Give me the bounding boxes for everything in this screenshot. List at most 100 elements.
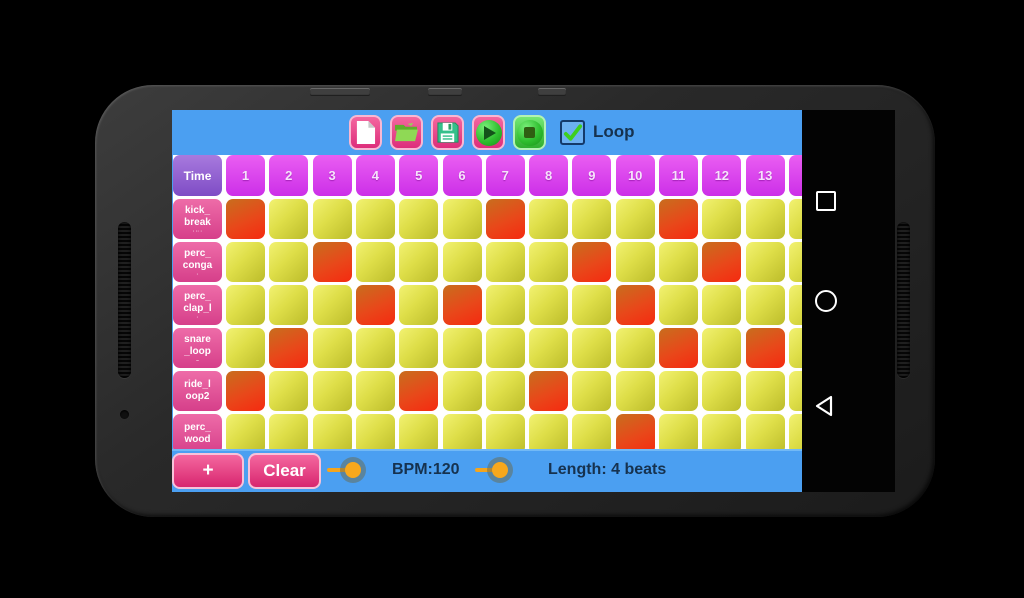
step-cell-active[interactable] — [659, 199, 698, 239]
step-cell-active[interactable] — [659, 328, 698, 368]
save-button[interactable] — [431, 115, 464, 150]
step-cell[interactable] — [399, 199, 439, 239]
step-cell-active[interactable] — [485, 199, 525, 239]
step-cell-active[interactable] — [745, 328, 785, 368]
step-cell[interactable] — [745, 371, 785, 411]
add-track-button[interactable]: + — [172, 453, 244, 489]
step-cell[interactable] — [226, 285, 265, 325]
step-cell[interactable] — [788, 328, 802, 368]
step-cell[interactable] — [442, 242, 482, 282]
step-cell-active[interactable] — [226, 199, 265, 239]
step-cell[interactable] — [226, 242, 265, 282]
step-cell-active[interactable] — [615, 414, 655, 454]
step-cell[interactable] — [529, 285, 569, 325]
step-cell[interactable] — [226, 414, 265, 454]
step-cell[interactable] — [312, 371, 352, 411]
step-cell[interactable] — [485, 285, 525, 325]
track-label[interactable]: snare _loop – — [173, 328, 222, 368]
step-cell[interactable] — [745, 242, 785, 282]
track-label[interactable]: perc_ wood — [173, 414, 222, 454]
step-cell[interactable] — [745, 414, 785, 454]
step-cell[interactable] — [702, 328, 742, 368]
step-cell[interactable] — [269, 414, 309, 454]
step-cell[interactable] — [312, 199, 352, 239]
step-cell[interactable] — [399, 328, 439, 368]
step-cell[interactable] — [399, 285, 439, 325]
step-cell[interactable] — [615, 242, 655, 282]
step-cell[interactable] — [615, 328, 655, 368]
step-cell[interactable] — [615, 371, 655, 411]
step-cell[interactable] — [399, 414, 439, 454]
step-cell[interactable] — [659, 285, 698, 325]
step-cell-active[interactable] — [226, 371, 265, 411]
step-cell[interactable] — [269, 242, 309, 282]
recents-square-icon[interactable] — [816, 191, 836, 211]
back-triangle-icon[interactable] — [811, 394, 837, 418]
step-cell[interactable] — [485, 328, 525, 368]
track-label[interactable]: perc_ conga · — [173, 242, 222, 282]
play-button[interactable] — [472, 115, 505, 150]
step-cell[interactable] — [529, 414, 569, 454]
step-cell[interactable] — [572, 285, 612, 325]
step-cell[interactable] — [788, 199, 802, 239]
step-cell-active[interactable] — [529, 371, 569, 411]
step-cell[interactable] — [312, 285, 352, 325]
step-cell-active[interactable] — [355, 285, 395, 325]
loop-checkbox[interactable] — [560, 120, 585, 145]
step-cell[interactable] — [702, 199, 742, 239]
step-cell[interactable] — [355, 371, 395, 411]
bpm-slider-thumb[interactable] — [345, 462, 361, 478]
stop-button[interactable] — [513, 115, 546, 150]
step-cell-active[interactable] — [615, 285, 655, 325]
step-cell[interactable] — [572, 199, 612, 239]
step-cell[interactable] — [659, 414, 698, 454]
step-cell[interactable] — [442, 328, 482, 368]
step-cell[interactable] — [355, 414, 395, 454]
step-cell[interactable] — [399, 242, 439, 282]
clear-button[interactable]: Clear — [248, 453, 321, 489]
step-cell-active[interactable] — [312, 242, 352, 282]
step-cell[interactable] — [355, 199, 395, 239]
step-cell-active[interactable] — [269, 328, 309, 368]
step-cell[interactable] — [485, 371, 525, 411]
step-cell[interactable] — [572, 414, 612, 454]
step-cell[interactable] — [269, 371, 309, 411]
step-cell[interactable] — [659, 371, 698, 411]
track-label[interactable]: ride_l oop2 — [173, 371, 222, 411]
step-cell[interactable] — [615, 199, 655, 239]
step-cell[interactable] — [745, 285, 785, 325]
step-cell[interactable] — [745, 199, 785, 239]
step-cell[interactable] — [702, 371, 742, 411]
length-slider-thumb[interactable] — [492, 462, 508, 478]
track-label[interactable]: kick_ break · ·· · — [173, 199, 222, 239]
step-cell[interactable] — [788, 414, 802, 454]
step-cell-active[interactable] — [442, 285, 482, 325]
step-cell[interactable] — [572, 371, 612, 411]
step-cell[interactable] — [269, 199, 309, 239]
step-cell[interactable] — [572, 328, 612, 368]
step-cell[interactable] — [529, 199, 569, 239]
open-file-button[interactable] — [390, 115, 423, 150]
step-cell[interactable] — [442, 199, 482, 239]
step-cell[interactable] — [788, 285, 802, 325]
track-label[interactable]: perc_ clap_l · — [173, 285, 222, 325]
new-file-button[interactable] — [349, 115, 382, 150]
step-cell[interactable] — [355, 328, 395, 368]
step-cell[interactable] — [312, 328, 352, 368]
step-cell[interactable] — [442, 371, 482, 411]
step-cell[interactable] — [529, 328, 569, 368]
step-cell[interactable] — [659, 242, 698, 282]
step-cell[interactable] — [529, 242, 569, 282]
home-circle-icon[interactable] — [815, 290, 837, 312]
step-cell[interactable] — [485, 414, 525, 454]
step-cell[interactable] — [269, 285, 309, 325]
step-cell[interactable] — [702, 414, 742, 454]
step-cell[interactable] — [355, 242, 395, 282]
step-cell[interactable] — [788, 242, 802, 282]
step-cell-active[interactable] — [702, 242, 742, 282]
step-cell[interactable] — [788, 371, 802, 411]
step-cell-active[interactable] — [572, 242, 612, 282]
step-cell[interactable] — [485, 242, 525, 282]
step-cell[interactable] — [442, 414, 482, 454]
step-cell[interactable] — [226, 328, 265, 368]
